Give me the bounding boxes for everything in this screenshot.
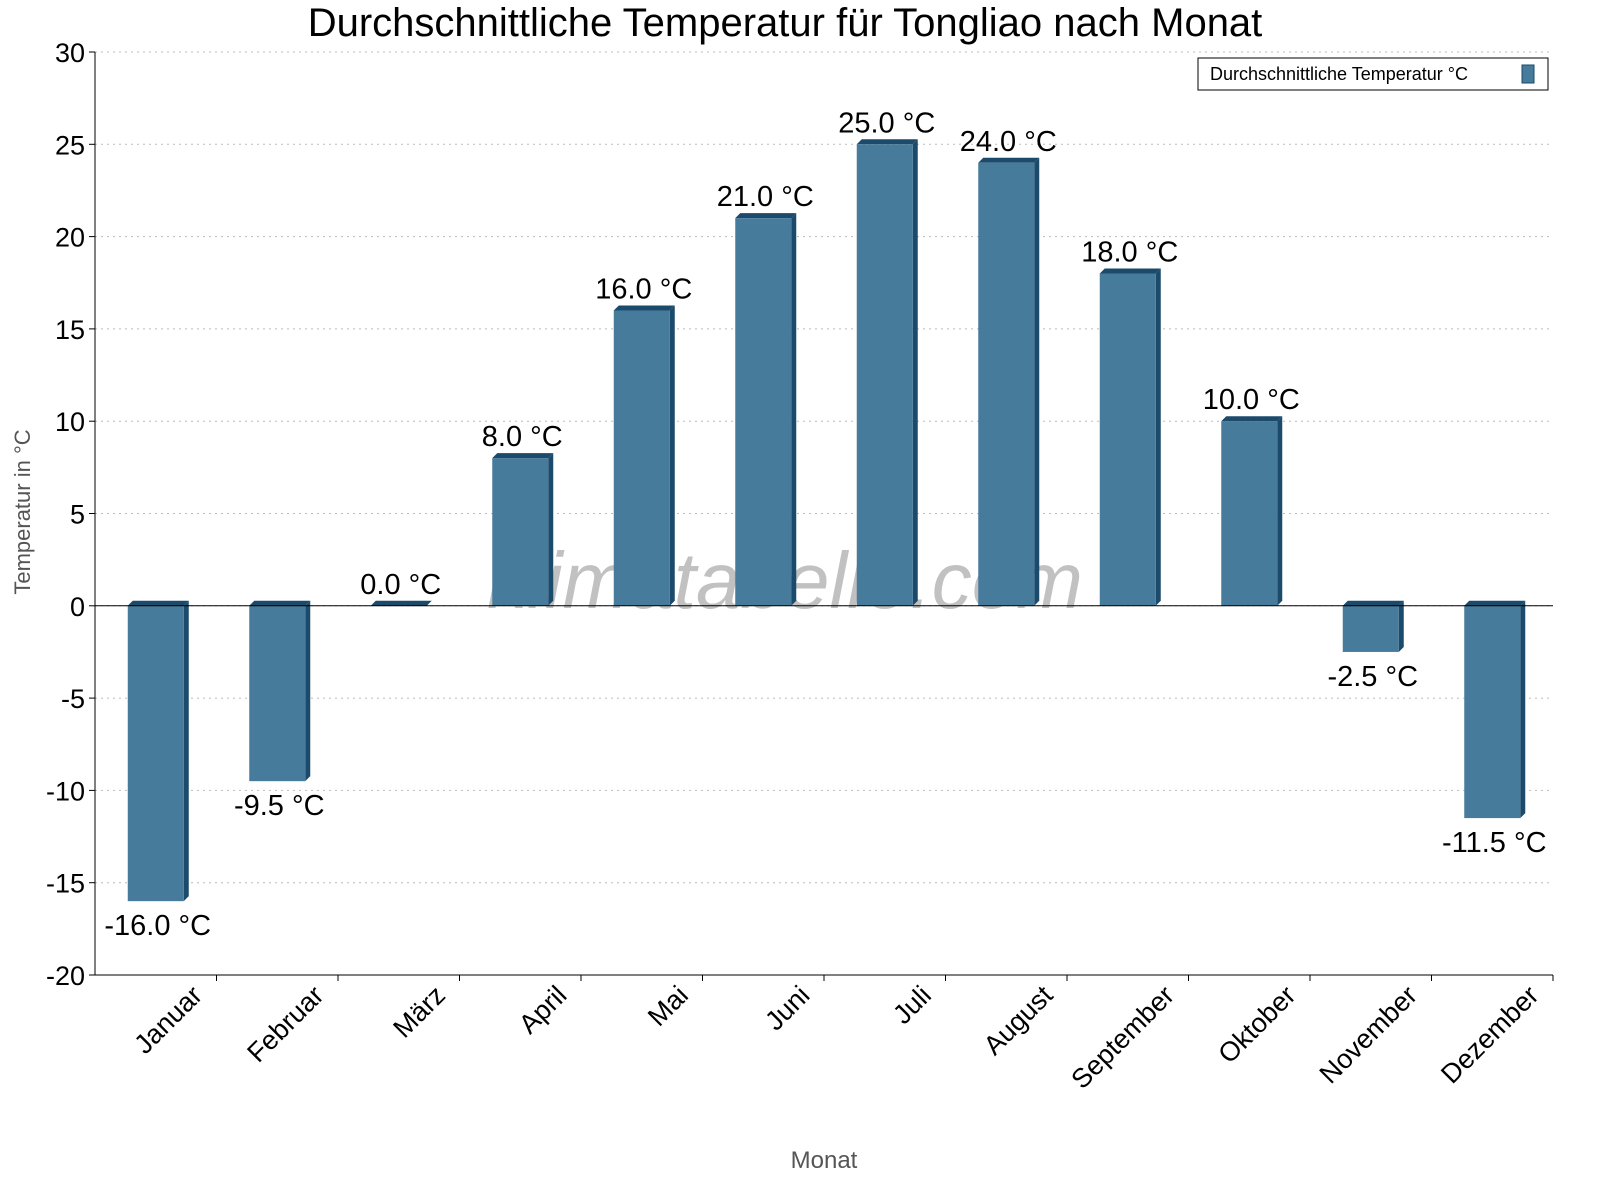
bar-group: 10.0 °C: [1203, 384, 1300, 606]
bar-top: [735, 213, 797, 219]
bar-top: [856, 139, 918, 145]
x-tick-label: Mai: [642, 980, 694, 1032]
y-tick-label: 5: [70, 500, 85, 530]
bar-group: 25.0 °C: [838, 107, 935, 606]
data-label: 18.0 °C: [1081, 237, 1178, 269]
bar-group: 21.0 °C: [717, 181, 814, 606]
bar-group: -11.5 °C: [1442, 600, 1547, 859]
bar: [1464, 605, 1521, 819]
x-tick-label: Dezember: [1435, 980, 1544, 1089]
bar-top: [1221, 416, 1283, 422]
x-tick-label: November: [1314, 980, 1423, 1089]
chart-title: Durchschnittliche Temperatur für Tonglia…: [308, 1, 1263, 45]
x-tick-label: Oktober: [1212, 980, 1301, 1069]
bar-top: [613, 305, 675, 311]
legend-label: Durchschnittliche Temperatur °C: [1210, 64, 1468, 84]
bar-side: [669, 305, 675, 606]
bar-group: -2.5 °C: [1327, 600, 1418, 693]
bar-side: [548, 453, 554, 606]
data-label: 16.0 °C: [595, 273, 692, 305]
y-tick-label: -15: [46, 869, 85, 899]
legend: Durchschnittliche Temperatur °C: [1197, 57, 1549, 91]
x-tick-label: September: [1065, 980, 1180, 1095]
bar-side: [1398, 600, 1404, 652]
bar-side: [1277, 416, 1283, 606]
y-tick-label: -20: [46, 961, 85, 991]
bar-top: [249, 600, 311, 606]
y-axis-label: Temperatur in °C: [10, 429, 35, 594]
bar: [613, 310, 670, 606]
bar-group: 0.0 °C: [360, 569, 441, 606]
x-tick-label: Januar: [128, 980, 208, 1060]
bar-top: [1342, 600, 1404, 606]
data-label: -2.5 °C: [1327, 661, 1418, 693]
bar-top: [492, 453, 554, 459]
data-label: 10.0 °C: [1203, 384, 1300, 416]
bar-group: 16.0 °C: [595, 273, 692, 606]
bar: [1221, 421, 1278, 606]
data-label: 8.0 °C: [482, 421, 563, 453]
y-tick-label: 25: [55, 130, 85, 160]
bar: [127, 605, 184, 902]
x-axis-label: Monat: [791, 1147, 858, 1174]
y-tick-label: 10: [55, 407, 85, 437]
bar-group: 24.0 °C: [960, 126, 1057, 606]
data-label: 21.0 °C: [717, 181, 814, 213]
bar: [249, 605, 306, 782]
data-label: 0.0 °C: [360, 569, 441, 601]
y-tick-label: 0: [70, 592, 85, 622]
bar: [978, 162, 1035, 606]
bar-top: [127, 600, 189, 606]
bar: [856, 144, 913, 606]
bar-side: [912, 139, 918, 606]
x-tick-label: März: [387, 980, 451, 1044]
bar-group: -16.0 °C: [104, 600, 211, 942]
bar: [1342, 605, 1399, 652]
x-tick-label: Juli: [887, 980, 937, 1030]
y-tick-label: 30: [55, 38, 85, 68]
bar-top: [1099, 268, 1161, 274]
bar-group: 8.0 °C: [482, 421, 563, 606]
y-tick-label: -10: [46, 776, 85, 806]
legend-swatch: [1521, 64, 1535, 84]
y-tick-label: 15: [55, 315, 85, 345]
y-tick-label: 20: [55, 223, 85, 253]
x-tick-label: Juni: [759, 980, 815, 1036]
data-label: -11.5 °C: [1442, 827, 1547, 859]
bar-top: [1464, 600, 1526, 606]
bar: [735, 218, 792, 606]
y-tick-label: -5: [61, 684, 85, 714]
bar-side: [183, 600, 189, 902]
x-tick-label: August: [978, 980, 1059, 1061]
bar-side: [1034, 157, 1040, 606]
bar: [492, 458, 549, 606]
data-label: -9.5 °C: [234, 790, 325, 822]
bar-side: [305, 600, 311, 782]
bar-group: -9.5 °C: [234, 600, 325, 822]
bar-top: [370, 600, 432, 606]
bar-top: [978, 157, 1040, 163]
bar-side: [1155, 268, 1161, 606]
x-tick-label: April: [513, 980, 572, 1039]
bar: [1099, 273, 1156, 606]
bar-side: [1520, 600, 1526, 819]
data-label: 24.0 °C: [960, 126, 1057, 158]
data-label: 25.0 °C: [838, 107, 935, 139]
bar-side: [791, 213, 797, 606]
x-tick-label: Februar: [241, 980, 329, 1068]
data-label: -16.0 °C: [104, 910, 211, 942]
bar-group: 18.0 °C: [1081, 237, 1178, 606]
